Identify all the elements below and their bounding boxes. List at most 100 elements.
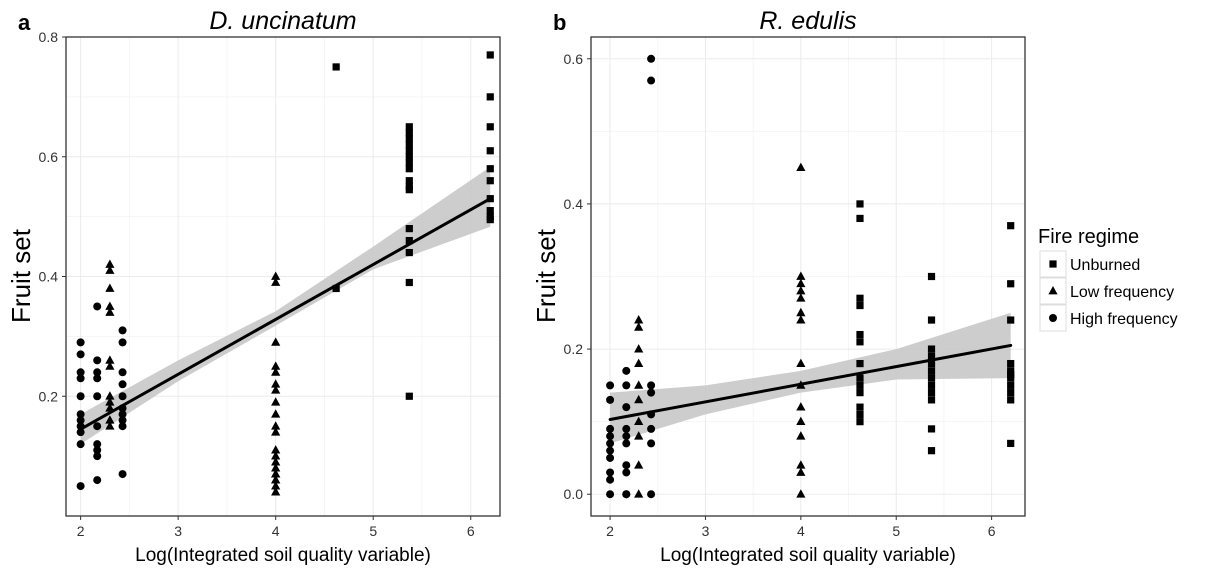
point-circle	[118, 368, 127, 377]
series-a-high-frequency	[76, 302, 127, 491]
point-triangle	[271, 337, 281, 346]
point-circle	[606, 439, 615, 448]
confidence-band-b	[610, 312, 1011, 444]
point-triangle	[796, 460, 806, 469]
point-triangle	[796, 286, 806, 295]
point-circle	[647, 76, 656, 85]
x-axis-label-b: Log(Integrated soil quality variable)	[660, 545, 956, 566]
point-circle	[76, 482, 85, 491]
point-triangle	[796, 402, 806, 411]
y-tick-label: 0.4	[564, 196, 584, 212]
x-tick-label: 5	[369, 523, 377, 539]
point-circle	[647, 424, 656, 433]
x-tick-label: 4	[272, 523, 280, 539]
point-square	[927, 381, 936, 389]
point-circle	[606, 424, 615, 433]
point-square	[927, 345, 936, 353]
point-square	[856, 338, 864, 346]
fit-line-b	[608, 343, 1013, 421]
point-triangle	[796, 358, 806, 367]
point-square	[405, 147, 413, 155]
point-square	[405, 248, 413, 257]
point-square	[405, 236, 413, 245]
point-triangle	[105, 403, 115, 412]
point-triangle	[105, 307, 115, 316]
x-tick-label: 3	[702, 523, 710, 539]
point-circle	[76, 440, 85, 449]
point-circle	[118, 470, 127, 479]
point-circle	[76, 416, 85, 425]
x-tick-label: 4	[797, 523, 805, 539]
point-square	[405, 392, 413, 400]
point-triangle	[796, 293, 806, 302]
point-square	[486, 123, 494, 131]
point-circle	[118, 380, 127, 389]
point-circle	[647, 388, 656, 397]
series-b-unburned	[856, 200, 1015, 455]
point-triangle	[271, 451, 281, 460]
point-triangle	[271, 361, 281, 370]
y-tick-label: 0.0	[564, 486, 584, 502]
point-square	[486, 51, 494, 59]
point-square	[405, 123, 413, 131]
point-triangle	[271, 481, 281, 490]
point-circle	[93, 392, 102, 401]
x-axis-label-a: Log(Integrated soil quality variable)	[135, 545, 431, 566]
point-circle	[606, 381, 615, 390]
point-square	[927, 367, 936, 375]
point-circle	[606, 446, 615, 455]
point-square	[856, 301, 864, 310]
point-square	[856, 214, 864, 223]
point-square	[1007, 370, 1015, 379]
point-circle	[606, 468, 615, 477]
point-square	[405, 141, 413, 149]
point-circle	[93, 476, 102, 485]
point-square	[856, 381, 864, 389]
point-triangle	[105, 421, 115, 430]
point-triangle	[271, 379, 281, 388]
point-circle	[647, 490, 656, 499]
point-triangle	[796, 278, 806, 288]
point-circle	[93, 356, 102, 365]
point-triangle	[796, 271, 806, 280]
point-circle	[93, 440, 102, 449]
point-square	[405, 177, 413, 185]
point-circle	[606, 432, 615, 441]
point-circle	[606, 395, 615, 404]
y-tick-label: 0.2	[39, 388, 59, 404]
point-square	[1007, 222, 1015, 230]
point-square	[856, 359, 864, 368]
point-square	[856, 418, 864, 426]
x-tick-label: 2	[606, 523, 614, 539]
point-circle	[622, 424, 631, 433]
legend-circle-icon	[1049, 314, 1057, 322]
point-square	[856, 200, 864, 208]
point-triangle	[271, 487, 281, 496]
point-square	[927, 396, 936, 404]
point-circle	[76, 350, 85, 359]
point-triangle	[105, 415, 115, 424]
point-triangle	[634, 394, 644, 404]
point-circle	[93, 368, 102, 377]
point-square	[1007, 381, 1015, 389]
point-circle	[622, 468, 631, 477]
series-b-high-frequency	[606, 54, 656, 499]
point-circle	[93, 302, 102, 311]
point-triangle	[634, 416, 644, 426]
point-square	[856, 410, 864, 418]
confidence-band-a	[80, 166, 491, 445]
x-tick-label: 3	[174, 523, 182, 539]
point-square	[486, 207, 494, 215]
point-triangle	[634, 489, 644, 498]
point-square	[927, 425, 936, 433]
point-circle	[76, 374, 85, 383]
fit-line-a	[79, 197, 492, 431]
point-triangle	[796, 162, 806, 172]
point-circle	[622, 439, 631, 448]
point-square	[927, 272, 936, 281]
point-triangle	[271, 475, 281, 484]
point-square	[1007, 396, 1015, 404]
point-triangle	[271, 397, 281, 406]
y-tick-label: 0.6	[39, 149, 59, 165]
